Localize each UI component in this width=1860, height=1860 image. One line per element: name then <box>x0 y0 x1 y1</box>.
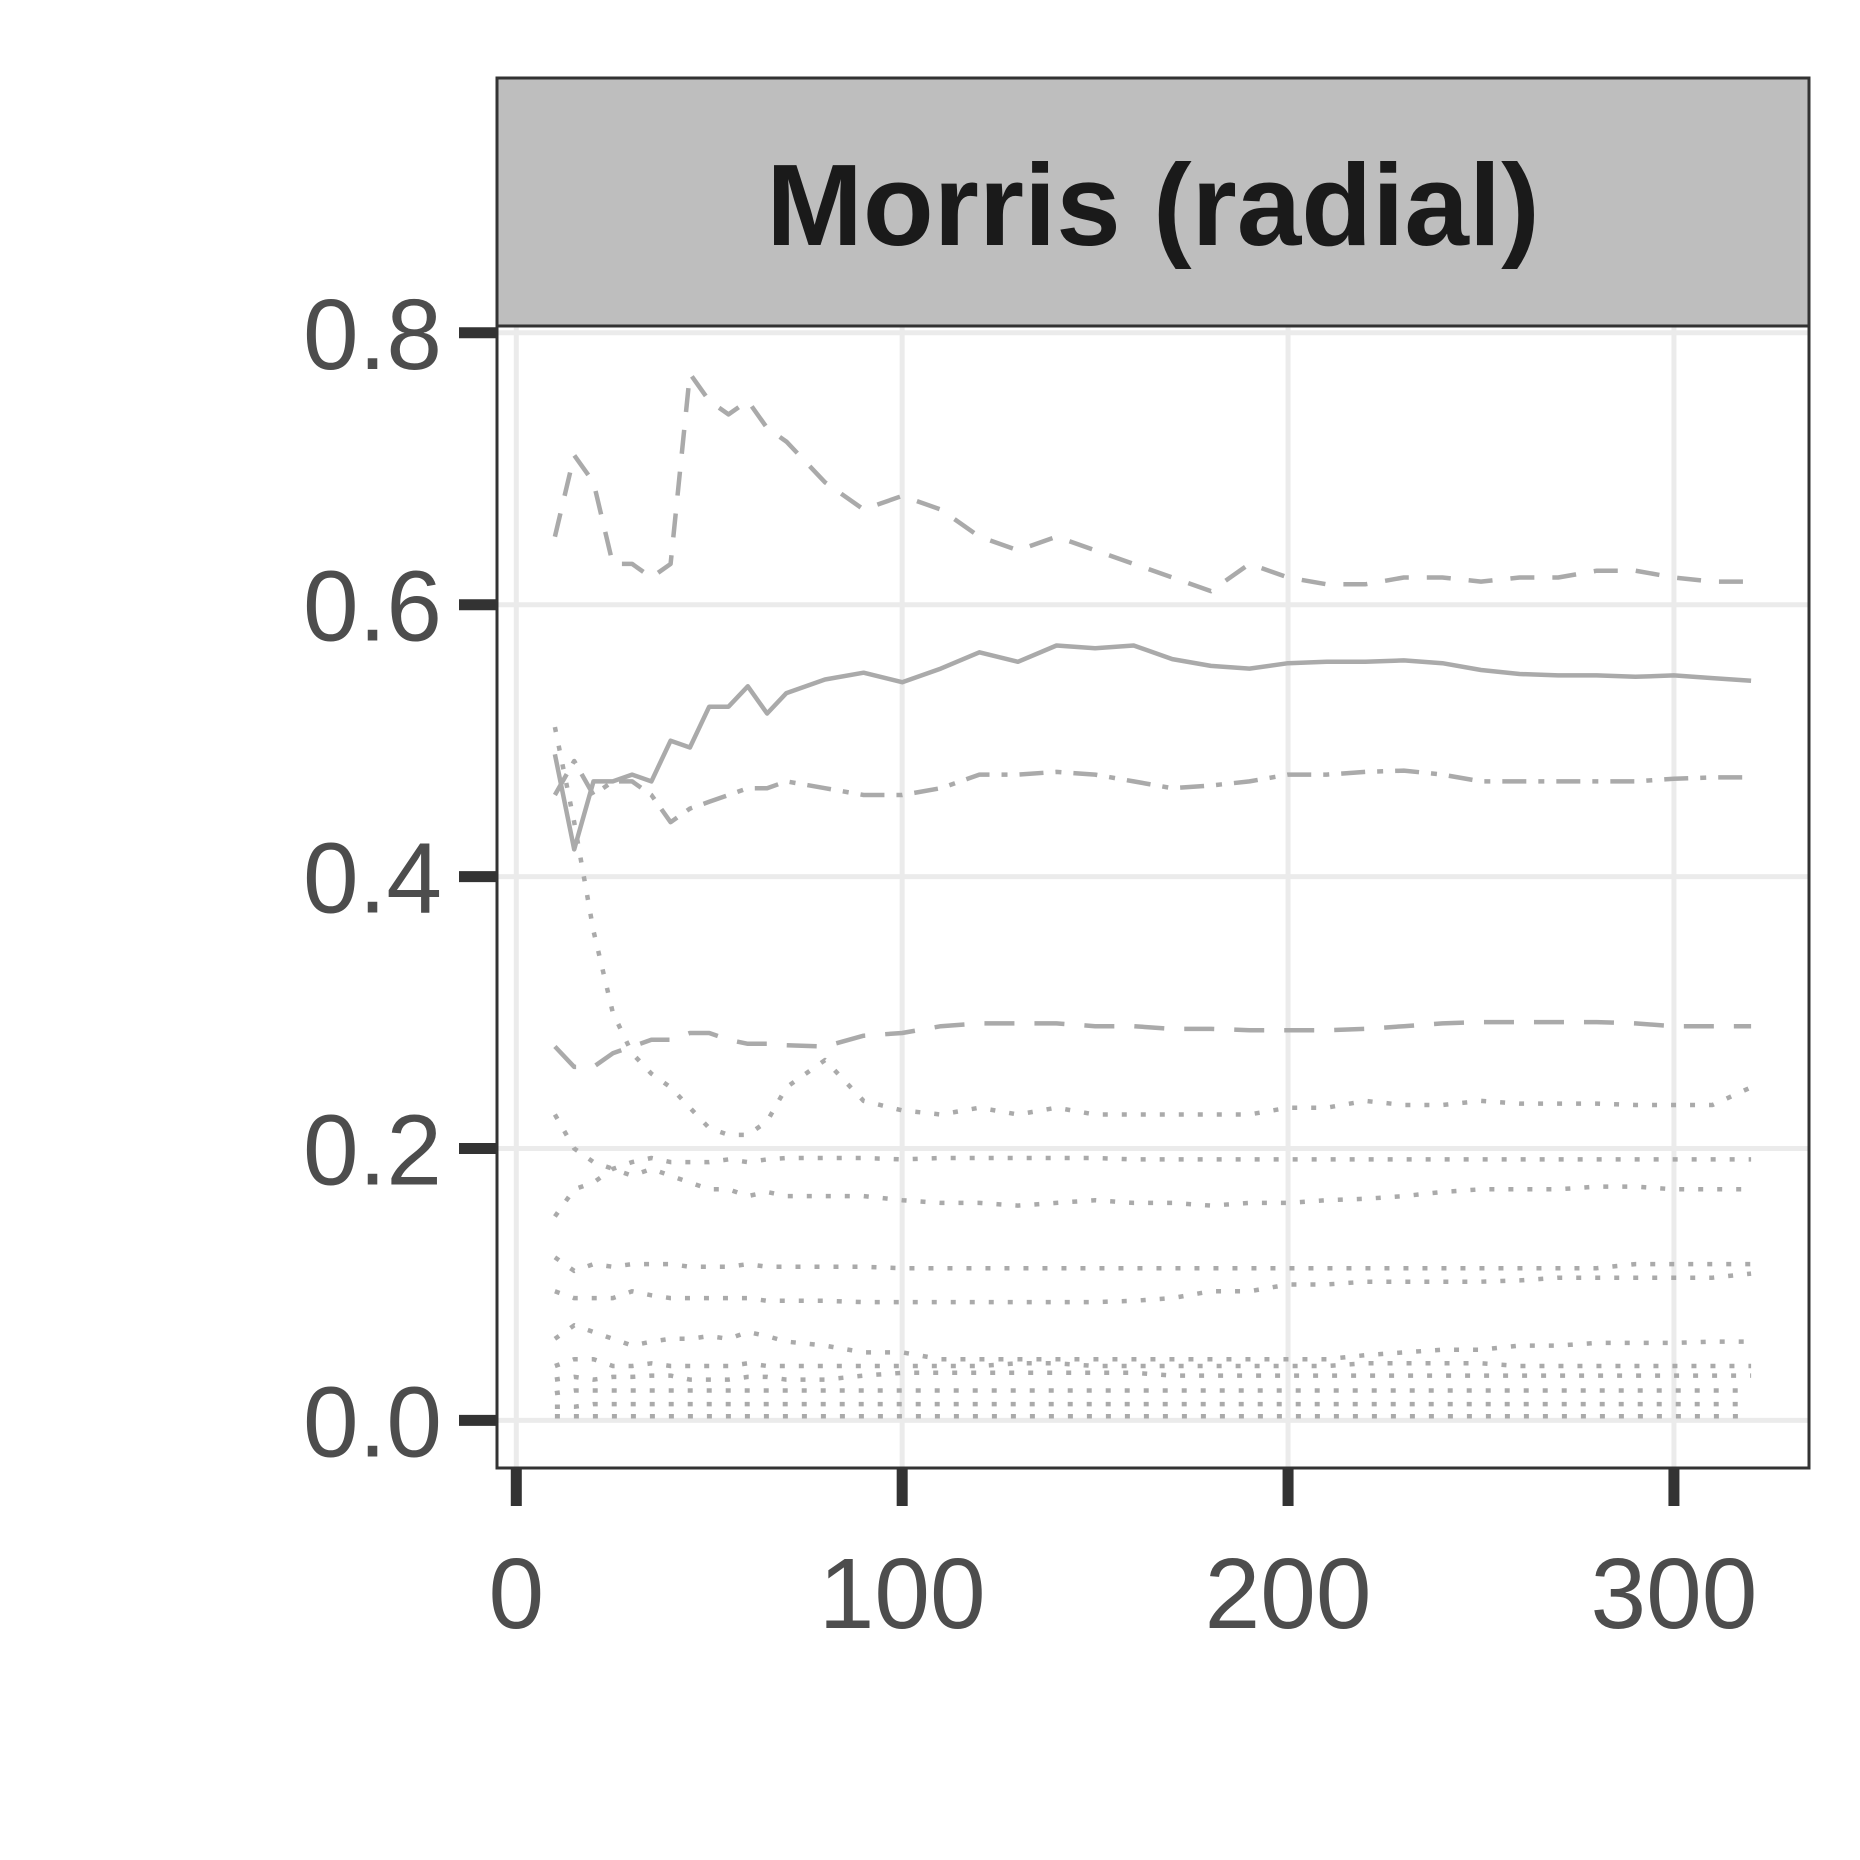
y-tick-label-2: 0.4 <box>303 823 442 935</box>
facet-strip <box>495 76 1811 328</box>
series-line-3 <box>552 758 1752 825</box>
series-layer <box>552 371 1753 1419</box>
x-tick-label-2: 200 <box>1205 1538 1372 1650</box>
y-tick-label-0: 0.0 <box>303 1366 442 1478</box>
series-line-6 <box>552 1113 1752 1208</box>
y-tick-label-4: 0.8 <box>303 279 442 391</box>
series-line-10 <box>553 1323 1752 1362</box>
y-tick-label-1: 0.2 <box>303 1095 442 1207</box>
x-tick-label-1: 100 <box>819 1538 986 1650</box>
series-line-4 <box>553 1019 1752 1070</box>
x-tick-label-0: 0 <box>488 1538 544 1650</box>
plot-panel <box>497 326 1809 1468</box>
x-axis: 0 100 200 300 <box>488 1468 1757 1650</box>
facet-strip-title: Morris (radial) <box>766 140 1539 270</box>
series-line-2 <box>552 643 1752 852</box>
series-line-1 <box>552 371 1752 594</box>
y-axis: 0.0 0.2 0.4 0.6 0.8 <box>303 279 497 1478</box>
gridlines <box>497 326 1809 1468</box>
x-tick-label-3: 300 <box>1591 1538 1758 1650</box>
y-tick-label-3: 0.6 <box>303 551 442 663</box>
plot-panel-border <box>495 324 1811 1470</box>
